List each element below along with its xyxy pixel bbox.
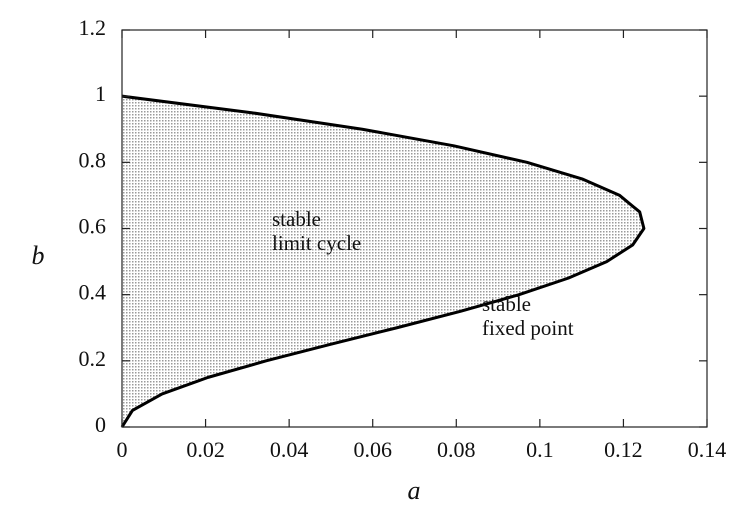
y-axis-title: b bbox=[32, 241, 45, 270]
y-tick-label: 0.2 bbox=[79, 346, 107, 371]
area-fill bbox=[122, 96, 644, 428]
annotation: stable bbox=[272, 207, 321, 231]
x-tick-label: 0 bbox=[117, 437, 128, 462]
x-axis-title: a bbox=[408, 476, 421, 505]
y-tick-label: 1.2 bbox=[79, 15, 107, 40]
x-tick-label: 0.12 bbox=[604, 437, 643, 462]
x-tick-label: 0.14 bbox=[688, 437, 727, 462]
annotation: stable bbox=[482, 292, 531, 316]
y-tick-label: 0.4 bbox=[79, 280, 107, 305]
annotation: limit cycle bbox=[272, 231, 361, 255]
x-tick-label: 0.1 bbox=[526, 437, 554, 462]
y-tick-label: 0 bbox=[95, 412, 106, 437]
x-tick-label: 0.06 bbox=[353, 437, 392, 462]
y-tick-label: 1 bbox=[95, 81, 106, 106]
x-tick-label: 0.04 bbox=[270, 437, 309, 462]
x-tick-label: 0.02 bbox=[186, 437, 225, 462]
annotation: fixed point bbox=[482, 316, 574, 340]
y-tick-label: 0.8 bbox=[79, 147, 107, 172]
y-tick-label: 0.6 bbox=[79, 214, 107, 239]
x-tick-label: 0.08 bbox=[437, 437, 476, 462]
boundary-line bbox=[120, 94, 646, 428]
